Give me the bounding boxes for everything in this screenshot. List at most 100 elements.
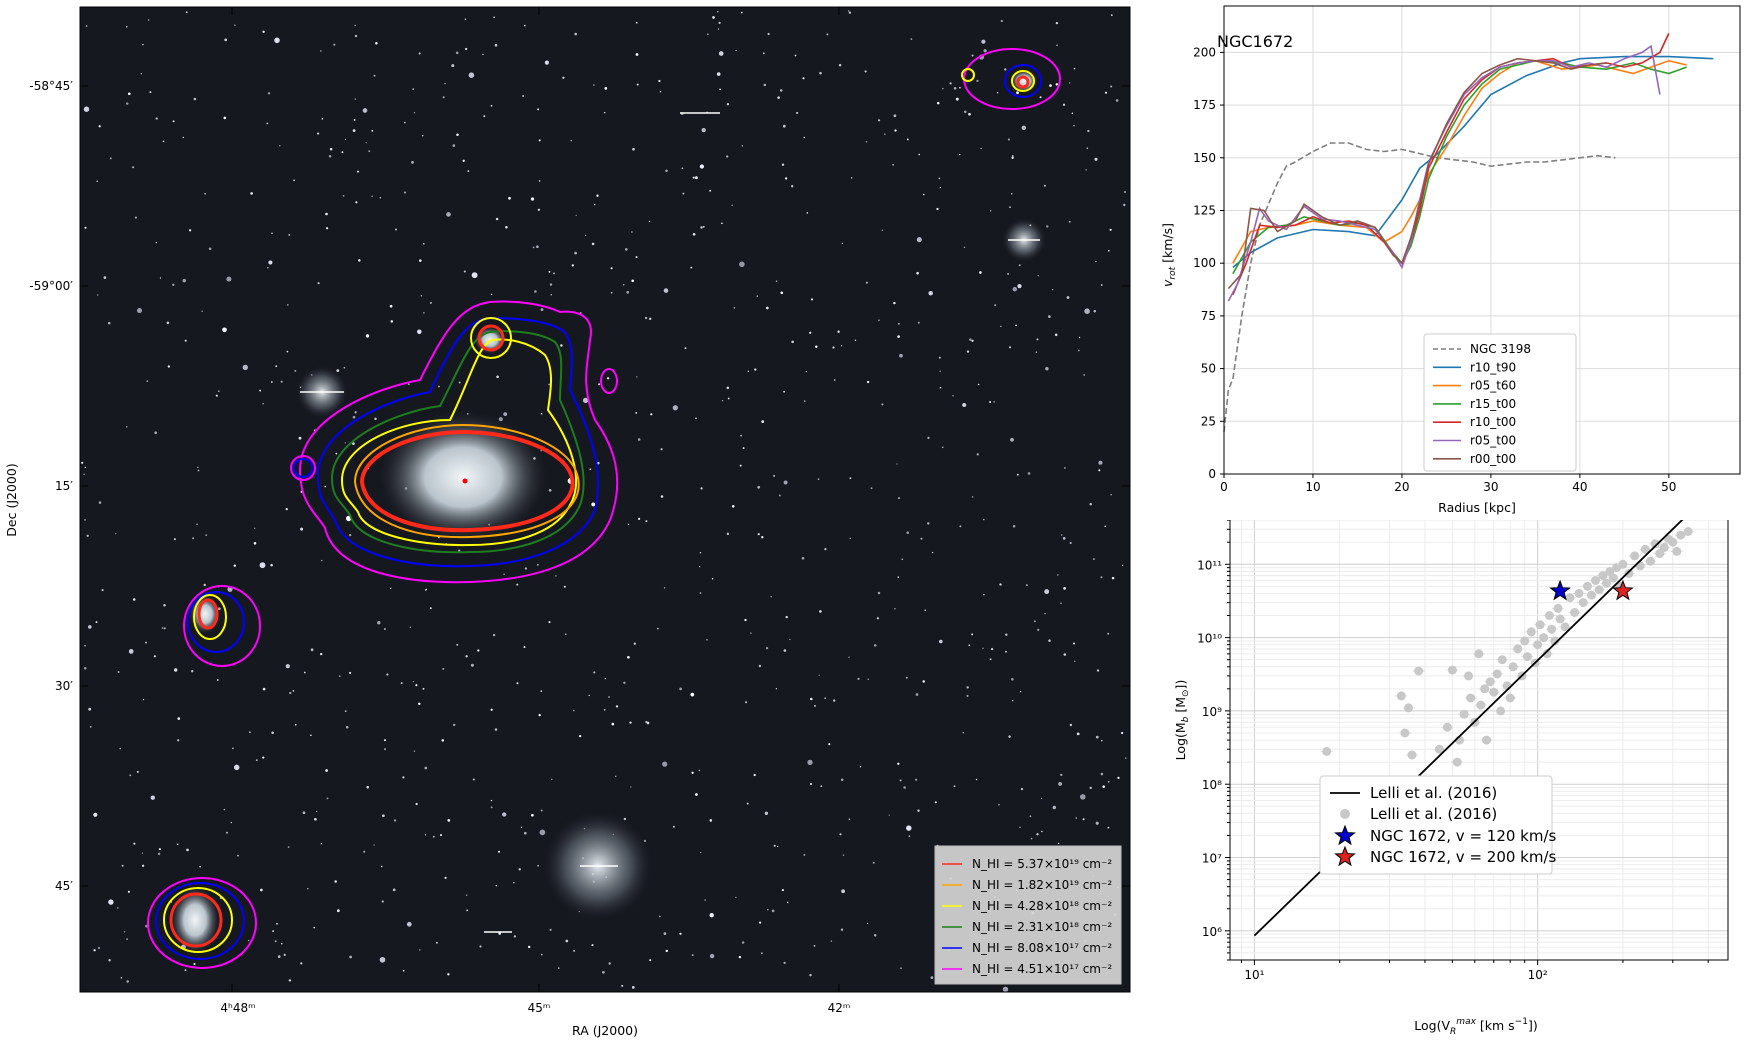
star xyxy=(591,944,594,947)
star xyxy=(1123,203,1126,207)
star xyxy=(1036,338,1039,341)
star xyxy=(849,537,851,539)
dec-tick-label: 45′ xyxy=(55,879,73,893)
star xyxy=(906,531,909,534)
star xyxy=(1080,794,1086,800)
star xyxy=(424,834,427,836)
star xyxy=(540,412,543,415)
star xyxy=(672,405,678,411)
btfr-point xyxy=(1645,556,1655,566)
star xyxy=(490,799,493,802)
btfr-point xyxy=(1555,614,1565,624)
star xyxy=(560,344,563,347)
star xyxy=(897,335,900,338)
btfr-point xyxy=(1322,746,1332,756)
btfr-point xyxy=(1396,691,1406,701)
star xyxy=(205,534,208,536)
contour-yellow xyxy=(470,317,512,359)
star xyxy=(192,537,195,540)
star xyxy=(463,270,466,273)
rotation-curve-xlabel: Radius [kpc] xyxy=(1438,500,1516,515)
star xyxy=(381,900,384,903)
contour-red xyxy=(169,892,223,948)
star xyxy=(493,16,495,19)
star xyxy=(969,338,972,341)
star xyxy=(893,114,897,118)
btfr-legend-label: NGC 1672, v = 120 km/s xyxy=(1370,827,1557,845)
star xyxy=(1073,124,1075,127)
star xyxy=(134,216,138,219)
btfr-point xyxy=(1630,551,1640,561)
star xyxy=(733,307,736,309)
star xyxy=(833,379,836,381)
star xyxy=(726,155,729,158)
star xyxy=(384,628,386,630)
btfr-point xyxy=(1683,527,1693,536)
star xyxy=(1011,155,1014,157)
star xyxy=(125,102,129,105)
star xyxy=(571,264,574,267)
star xyxy=(1018,264,1021,267)
star xyxy=(132,598,136,601)
rc-series-r10_t90 xyxy=(1232,55,1714,269)
btfr-point xyxy=(1542,649,1552,659)
star xyxy=(939,386,942,389)
star xyxy=(761,420,765,423)
star xyxy=(393,819,397,822)
star xyxy=(188,229,192,232)
star xyxy=(1030,837,1033,840)
star xyxy=(201,310,203,312)
star xyxy=(900,967,902,970)
contour-legend-label: N_HI = 2.31×10¹⁸ cm⁻² xyxy=(972,920,1112,934)
star xyxy=(354,411,357,414)
star xyxy=(356,170,360,173)
star xyxy=(234,24,236,26)
star xyxy=(88,707,92,711)
companion-galaxy xyxy=(170,885,220,955)
star xyxy=(383,739,387,742)
star xyxy=(320,50,322,52)
contour-red xyxy=(359,429,575,533)
star xyxy=(1010,437,1014,442)
star xyxy=(764,811,769,815)
star xyxy=(379,196,382,199)
star xyxy=(603,709,606,711)
star xyxy=(413,112,416,114)
btfr-point xyxy=(1672,546,1682,556)
rc-x-tick-label: 10 xyxy=(1305,480,1320,494)
star xyxy=(153,655,156,658)
star xyxy=(84,226,87,229)
star xyxy=(753,773,756,777)
star xyxy=(783,480,788,485)
btfr-legend-marker xyxy=(1340,809,1350,819)
star xyxy=(324,485,327,488)
star xyxy=(841,242,843,245)
star xyxy=(596,194,599,197)
star xyxy=(593,203,596,206)
star xyxy=(479,945,482,948)
star xyxy=(287,846,290,848)
star xyxy=(444,82,446,85)
star xyxy=(186,848,189,852)
star xyxy=(1037,628,1040,632)
star xyxy=(1011,699,1014,702)
btfr-point xyxy=(1505,693,1515,703)
star xyxy=(255,759,258,761)
star xyxy=(317,282,320,285)
star xyxy=(684,347,687,350)
star xyxy=(864,70,867,73)
star xyxy=(1048,639,1051,642)
star xyxy=(281,942,283,945)
star xyxy=(565,633,567,635)
star xyxy=(1107,249,1110,252)
star xyxy=(744,618,747,622)
star xyxy=(718,51,724,56)
btfr-point xyxy=(1482,735,1491,745)
star xyxy=(841,345,843,347)
star xyxy=(936,101,940,105)
star xyxy=(548,270,551,273)
rc-y-tick-label: 50 xyxy=(1201,362,1216,376)
rc-legend-label: r15_t00 xyxy=(1470,397,1516,411)
star xyxy=(1084,308,1090,314)
star xyxy=(983,49,987,53)
